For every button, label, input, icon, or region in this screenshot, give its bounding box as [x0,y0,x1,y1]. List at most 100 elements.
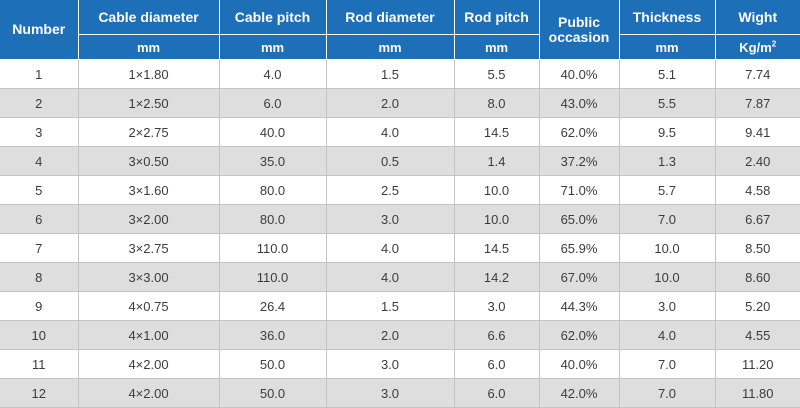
table-row: 8 3×3.00 110.0 4.0 14.2 67.0% 10.0 8.60 [0,262,800,292]
cell-cable-diameter: 3×1.60 [78,175,220,205]
header-public-occasion-line2: occasion [548,28,610,45]
cell-cable-pitch: 26.4 [219,291,327,321]
cell-rod-diameter: 4.0 [326,117,455,147]
header-thickness: Thickness [619,0,716,35]
cell-number: 3 [0,117,79,147]
cell-number: 12 [0,378,79,408]
cell-public-occasion: 42.0% [539,378,620,408]
cell-cable-pitch: 80.0 [219,204,327,234]
cell-public-occasion: 67.0% [539,262,620,292]
cell-public-occasion: 62.0% [539,117,620,147]
cell-rod-diameter: 3.0 [326,349,455,379]
unit-weight-exponent: 2 [771,39,777,49]
cell-rod-pitch: 1.4 [454,146,540,176]
cell-cable-diameter: 1×2.50 [78,88,220,118]
cell-cable-pitch: 110.0 [219,262,327,292]
cell-number: 4 [0,146,79,176]
cell-weight: 7.87 [715,88,800,118]
header-public-occasion-line1: Public [557,13,600,30]
cell-number: 5 [0,175,79,205]
units-row: mm mm mm mm mm Kg/m2 [0,34,800,60]
cell-thickness: 3.0 [619,291,716,321]
cell-rod-pitch: 6.0 [454,349,540,379]
cell-public-occasion: 40.0% [539,349,620,379]
cell-thickness: 1.3 [619,146,716,176]
table-row: 7 3×2.75 110.0 4.0 14.5 65.9% 10.0 8.50 [0,233,800,263]
header-weight: Wight [715,0,800,35]
cell-rod-pitch: 6.0 [454,378,540,408]
cell-thickness: 5.5 [619,88,716,118]
cell-rod-pitch: 14.5 [454,117,540,147]
cell-rod-pitch: 10.0 [454,175,540,205]
cell-cable-diameter: 2×2.75 [78,117,220,147]
header-rod-diameter: Rod diameter [326,0,455,35]
cell-number: 2 [0,88,79,118]
unit-thickness: mm [619,34,716,60]
cell-cable-diameter: 4×2.00 [78,349,220,379]
cell-rod-pitch: 14.2 [454,262,540,292]
cell-thickness: 7.0 [619,204,716,234]
header-cable-pitch: Cable pitch [219,0,327,35]
cell-rod-diameter: 2.5 [326,175,455,205]
cell-rod-pitch: 8.0 [454,88,540,118]
table-row: 11 4×2.00 50.0 3.0 6.0 40.0% 7.0 11.20 [0,349,800,379]
cell-thickness: 10.0 [619,233,716,263]
cell-weight: 8.50 [715,233,800,263]
cell-weight: 2.40 [715,146,800,176]
cell-thickness: 9.5 [619,117,716,147]
cell-rod-diameter: 4.0 [326,262,455,292]
cell-number: 11 [0,349,79,379]
cell-rod-diameter: 3.0 [326,378,455,408]
header-rod-pitch: Rod pitch [454,0,540,35]
table-row: 1 1×1.80 4.0 1.5 5.5 40.0% 5.1 7.74 [0,59,800,89]
header-cable-diameter: Cable diameter [78,0,220,35]
table-row: 3 2×2.75 40.0 4.0 14.5 62.0% 9.5 9.41 [0,117,800,147]
cell-cable-pitch: 50.0 [219,378,327,408]
unit-weight: Kg/m2 [715,34,800,60]
cell-number: 1 [0,59,79,89]
cell-rod-diameter: 1.5 [326,291,455,321]
cell-rod-diameter: 2.0 [326,320,455,350]
unit-cable-pitch: mm [219,34,327,60]
table-row: 10 4×1.00 36.0 2.0 6.6 62.0% 4.0 4.55 [0,320,800,350]
cell-number: 9 [0,291,79,321]
cell-number: 8 [0,262,79,292]
unit-weight-base: Kg/m [739,39,772,55]
cell-rod-pitch: 3.0 [454,291,540,321]
cell-weight: 4.58 [715,175,800,205]
cell-weight: 4.55 [715,320,800,350]
cell-public-occasion: 44.3% [539,291,620,321]
unit-rod-pitch: mm [454,34,540,60]
cell-weight: 8.60 [715,262,800,292]
cell-number: 6 [0,204,79,234]
cell-rod-diameter: 4.0 [326,233,455,263]
cell-rod-pitch: 10.0 [454,204,540,234]
cell-cable-pitch: 50.0 [219,349,327,379]
table-row: 6 3×2.00 80.0 3.0 10.0 65.0% 7.0 6.67 [0,204,800,234]
cell-weight: 6.67 [715,204,800,234]
cell-cable-diameter: 3×2.00 [78,204,220,234]
cell-rod-pitch: 6.6 [454,320,540,350]
cell-thickness: 4.0 [619,320,716,350]
cell-rod-diameter: 3.0 [326,204,455,234]
cell-thickness: 7.0 [619,349,716,379]
cell-rod-pitch: 14.5 [454,233,540,263]
cell-number: 7 [0,233,79,263]
cell-cable-pitch: 40.0 [219,117,327,147]
unit-cable-diameter: mm [78,34,220,60]
table-row: 2 1×2.50 6.0 2.0 8.0 43.0% 5.5 7.87 [0,88,800,118]
cell-cable-pitch: 110.0 [219,233,327,263]
cell-cable-pitch: 6.0 [219,88,327,118]
cell-cable-pitch: 80.0 [219,175,327,205]
header-public-occasion: Public occasion [539,0,620,60]
cell-cable-diameter: 3×3.00 [78,262,220,292]
cell-rod-diameter: 0.5 [326,146,455,176]
cell-thickness: 5.7 [619,175,716,205]
cell-thickness: 10.0 [619,262,716,292]
table-row: 12 4×2.00 50.0 3.0 6.0 42.0% 7.0 11.80 [0,378,800,408]
table-row: 5 3×1.60 80.0 2.5 10.0 71.0% 5.7 4.58 [0,175,800,205]
cell-cable-diameter: 4×1.00 [78,320,220,350]
cell-public-occasion: 65.9% [539,233,620,263]
cell-rod-diameter: 1.5 [326,59,455,89]
